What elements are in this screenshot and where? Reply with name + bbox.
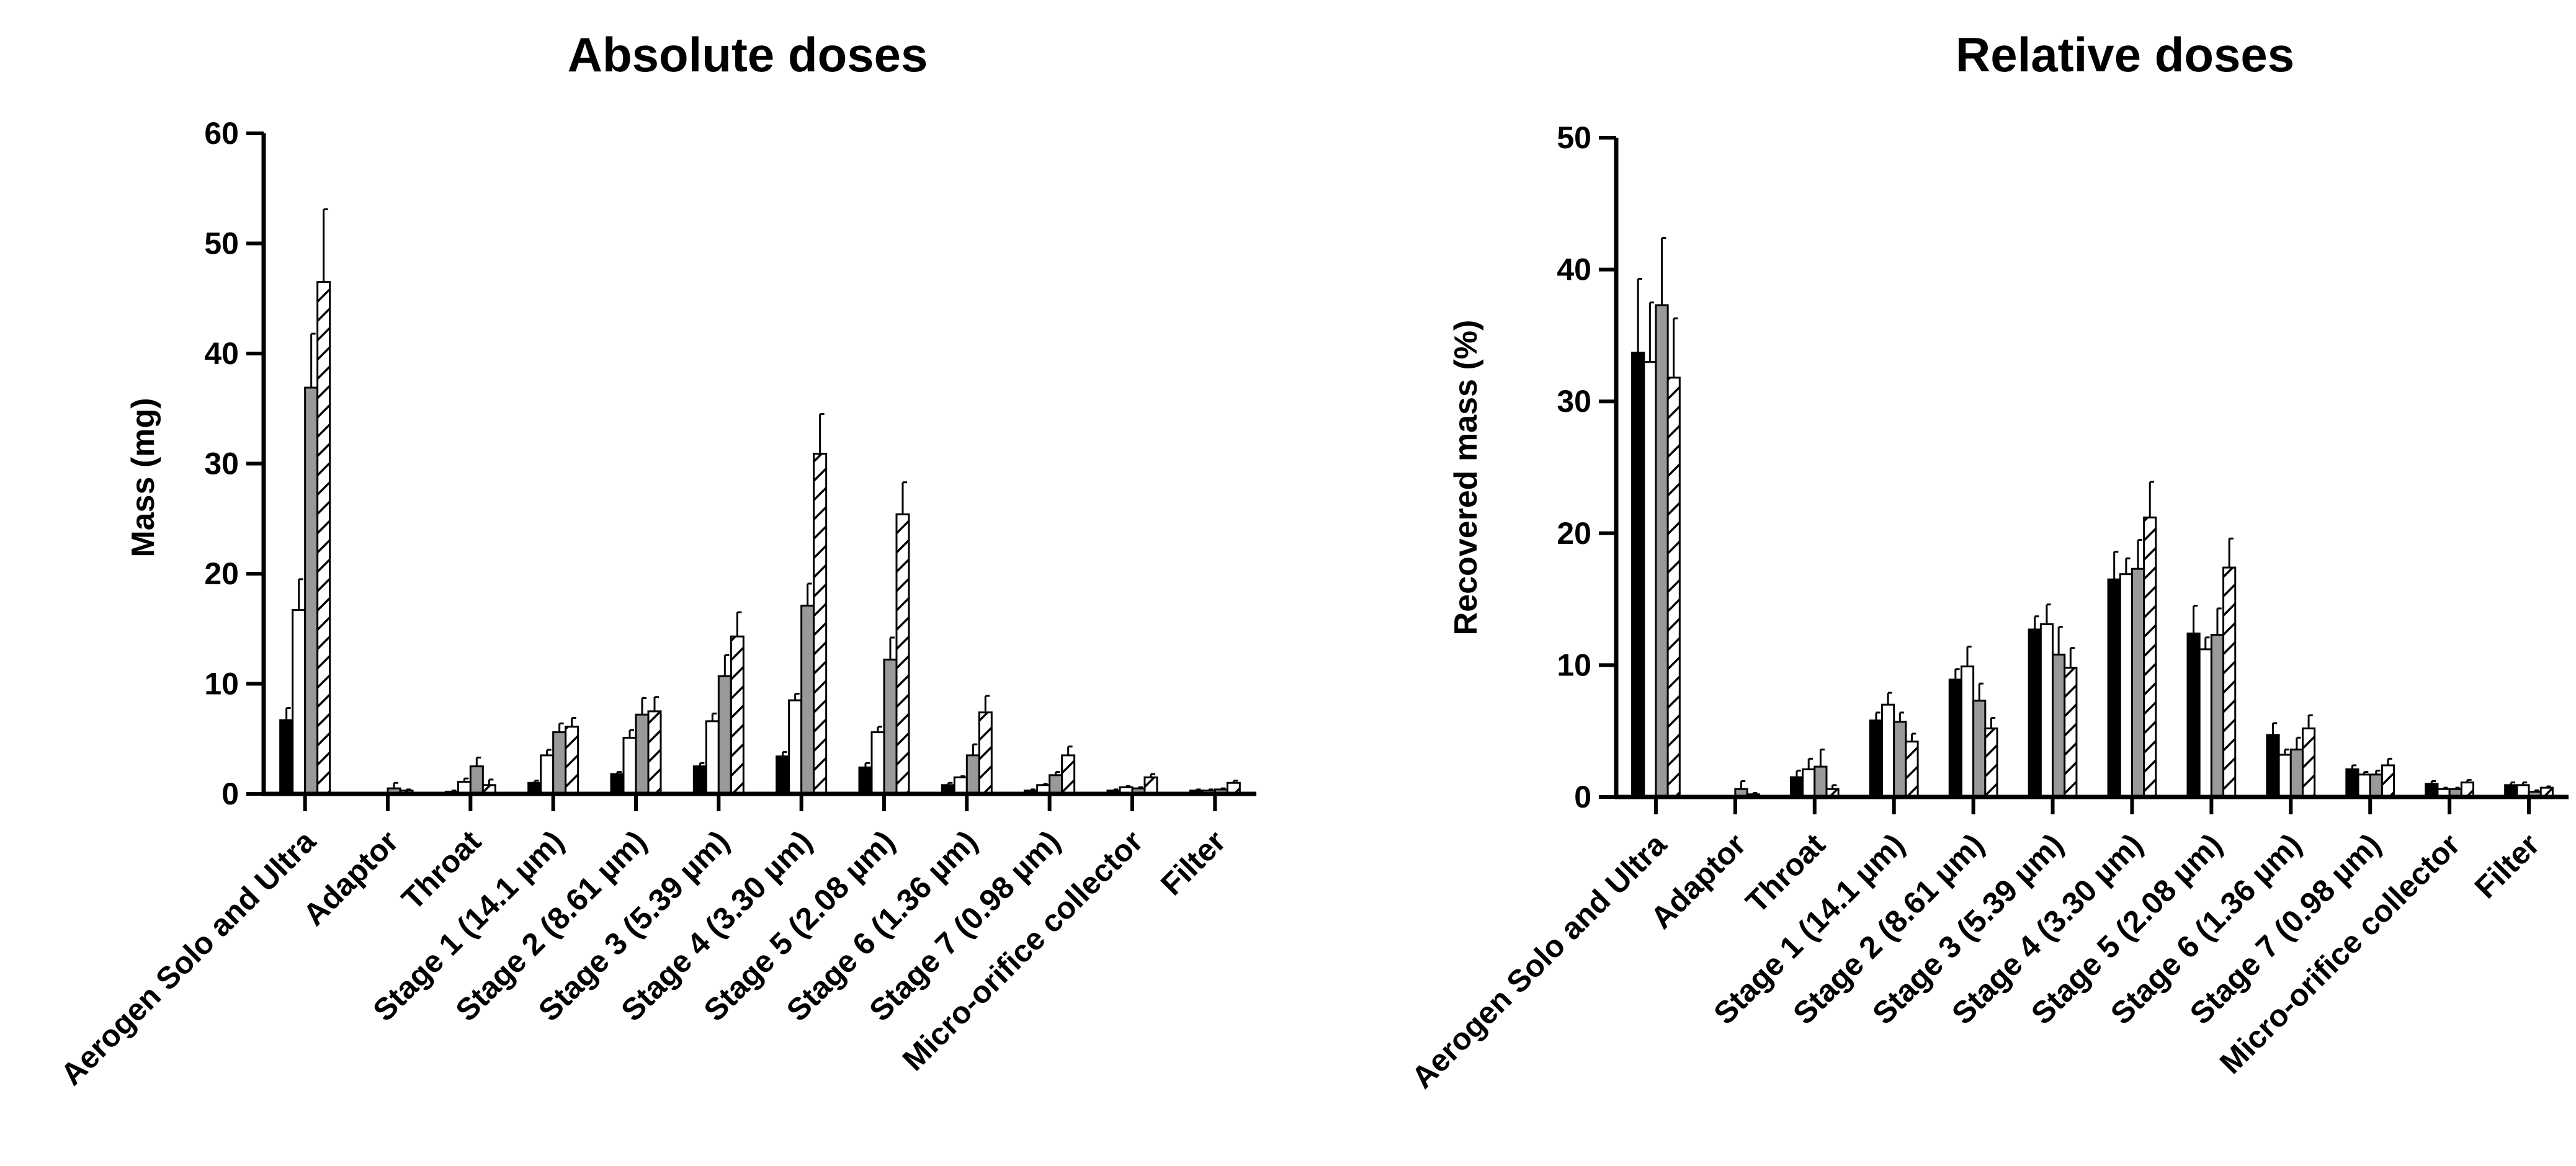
y-tick-label: 20 (1557, 516, 1591, 551)
bar (800, 604, 815, 795)
bar (540, 754, 555, 795)
bar (2222, 566, 2237, 798)
bar (1813, 765, 1828, 798)
bar (2131, 567, 2145, 798)
bar (965, 754, 980, 795)
bar (895, 513, 910, 795)
bar (1061, 754, 1076, 795)
bar (2460, 781, 2474, 798)
y-tick-label: 0 (221, 777, 239, 811)
bar (622, 736, 637, 795)
bar (279, 719, 294, 795)
bar (610, 773, 625, 795)
y-tick-label: 30 (204, 447, 239, 481)
chart-title: Relative doses (1956, 27, 2294, 82)
y-axis-label: Recovered mass (%) (1448, 320, 1484, 636)
bar (2289, 748, 2304, 798)
bar (1972, 700, 1987, 798)
y-tick-label: 60 (204, 116, 239, 151)
bar (2119, 573, 2133, 798)
y-axis-label: Mass (mg) (125, 398, 161, 557)
bar (1869, 719, 1884, 798)
bar (2278, 754, 2292, 798)
bar (635, 713, 650, 795)
bar (717, 675, 732, 795)
bar (1905, 741, 1919, 798)
bar (2186, 632, 2201, 798)
bar (1948, 679, 1962, 798)
bar (1881, 703, 1895, 798)
bar (978, 711, 993, 795)
bar (870, 731, 885, 795)
bar (1802, 768, 1816, 798)
bar (730, 635, 745, 795)
bar (692, 765, 707, 795)
bar (705, 720, 720, 795)
bar (647, 710, 662, 795)
y-tick-label: 20 (204, 556, 239, 591)
bar (2143, 516, 2157, 798)
relative-doses-chart: Relative doses Recovered mass (%) 0 10 20 3… (1405, 27, 2569, 1095)
bar (1643, 360, 1657, 798)
bar (2210, 634, 2225, 798)
bar (2357, 773, 2371, 798)
bar (2369, 773, 2383, 798)
y-tick-label: 50 (204, 226, 239, 261)
bar (1893, 721, 1907, 798)
bar (2028, 628, 2042, 798)
bar (469, 765, 484, 795)
x-tick-label: Aerogen Solo and Ultra (1405, 826, 1673, 1095)
bar (1960, 665, 1975, 798)
y-tick-label: 10 (1557, 648, 1591, 682)
bar (2266, 734, 2280, 798)
bar (2052, 653, 2066, 798)
bar (1049, 774, 1063, 795)
bar (316, 281, 331, 795)
bar (2301, 727, 2316, 798)
bar (1143, 776, 1158, 795)
bar (788, 699, 803, 795)
y-tick-label: 10 (204, 667, 239, 701)
y-tick-label: 50 (1557, 120, 1591, 155)
bar (292, 609, 306, 795)
bar (2107, 578, 2121, 798)
bar (2381, 764, 2395, 798)
bar (1789, 776, 1804, 798)
x-tick-label: Filter (2468, 827, 2546, 905)
bar (1984, 727, 1998, 798)
y-tick-label: 40 (1557, 252, 1591, 287)
x-tick-label: Filter (1154, 824, 1232, 902)
x-tick-label: Aerogen Solo and Ultra (54, 823, 323, 1092)
bar (953, 776, 968, 795)
bar (776, 755, 790, 795)
chart-title: Absolute doses (568, 27, 928, 82)
bar (2345, 768, 2359, 798)
bar (2198, 648, 2212, 798)
bar (883, 658, 898, 795)
bar (552, 731, 567, 795)
bar (2039, 623, 2054, 798)
bar (1666, 376, 1681, 798)
bar (565, 726, 579, 795)
y-tick-label: 40 (204, 336, 239, 371)
bar (1655, 304, 1669, 798)
bar (858, 766, 873, 795)
bar (304, 386, 319, 795)
bar (1631, 352, 1645, 798)
y-tick-label: 30 (1557, 384, 1591, 419)
bar (2064, 667, 2078, 798)
y-tick-label: 0 (1574, 780, 1591, 814)
absolute-doses-chart: Absolute doses Mass (mg) 0 10 20 30 40 50 60 Ae… (54, 27, 1256, 1092)
bar (813, 453, 828, 795)
